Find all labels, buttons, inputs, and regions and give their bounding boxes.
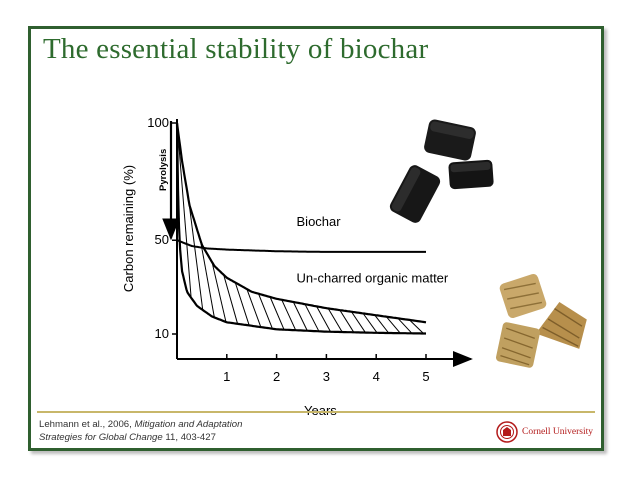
slide-frame: The essential stability of biochar 1 2 3 4 5… bbox=[28, 26, 604, 451]
slide-title: The essential stability of biochar bbox=[43, 33, 429, 65]
hatch-line bbox=[351, 311, 366, 333]
biochar-pieces-image bbox=[389, 119, 494, 223]
citation-journal-part1: Mitigation and Adaptation bbox=[134, 419, 243, 430]
x-tick-label: 2 bbox=[273, 369, 280, 384]
hatch-line bbox=[327, 308, 343, 333]
x-tick-label: 1 bbox=[223, 369, 230, 384]
hatch-line bbox=[362, 313, 378, 334]
hatch-line bbox=[385, 316, 401, 334]
hatch-line bbox=[304, 303, 320, 332]
hatch-line bbox=[374, 314, 390, 334]
hatch-line bbox=[281, 299, 297, 331]
hatch-line bbox=[211, 261, 227, 323]
y-tick-label: 10 bbox=[155, 326, 169, 341]
x-axis-ticks: 1 2 3 4 5 bbox=[223, 354, 430, 384]
y-tick-label: 50 bbox=[155, 232, 169, 247]
hatch-line bbox=[234, 282, 250, 326]
y-tick-label: 100 bbox=[147, 115, 169, 130]
hatch-line bbox=[339, 309, 355, 333]
hatch-line bbox=[409, 319, 424, 334]
hatch-line bbox=[258, 293, 273, 329]
uncharred-series-label: Un-charred organic matter bbox=[297, 270, 449, 285]
hatch-line bbox=[269, 296, 285, 330]
hatch-line bbox=[316, 306, 331, 332]
hatch-line bbox=[188, 201, 204, 311]
x-tick-label: 4 bbox=[373, 369, 380, 384]
uncharred-lower-bound-line bbox=[175, 122, 426, 335]
biochar-series-label: Biochar bbox=[297, 214, 342, 229]
citation-authors: Lehmann et al., 2006, bbox=[39, 419, 132, 430]
pyrolysis-label: Pyrolysis bbox=[158, 149, 169, 191]
uncharred-range-hatching bbox=[176, 122, 424, 334]
x-tick-label: 5 bbox=[422, 369, 429, 384]
hatch-line bbox=[176, 124, 192, 298]
hatch-line bbox=[292, 301, 308, 331]
hatch-line bbox=[223, 274, 239, 324]
cornell-logo-text: Cornell University bbox=[522, 427, 593, 437]
citation-volume-pages: 11, 403-427 bbox=[165, 432, 216, 443]
citation: Lehmann et al., 2006, Mitigation and Ada… bbox=[39, 418, 242, 444]
x-axis-label: Years bbox=[304, 403, 337, 418]
citation-journal-part2: Strategies for Global Change bbox=[39, 432, 163, 443]
hatch-line bbox=[397, 317, 413, 334]
uncharred-wood-pieces-image bbox=[496, 274, 587, 368]
carbon-remaining-chart: 1 2 3 4 5 10 50 100 Pyrolysis Carbon remaining… bbox=[121, 115, 587, 418]
cornell-seal-icon bbox=[496, 421, 518, 443]
x-tick-label: 3 bbox=[323, 369, 330, 384]
footer-divider bbox=[37, 411, 595, 413]
biochar-line bbox=[176, 239, 426, 253]
hatch-line bbox=[199, 240, 215, 318]
hatch-line bbox=[246, 288, 262, 328]
y-axis-label: Carbon remaining (%) bbox=[121, 165, 136, 292]
uncharred-upper-bound-line bbox=[175, 122, 427, 324]
cornell-logo: Cornell University bbox=[496, 421, 593, 443]
